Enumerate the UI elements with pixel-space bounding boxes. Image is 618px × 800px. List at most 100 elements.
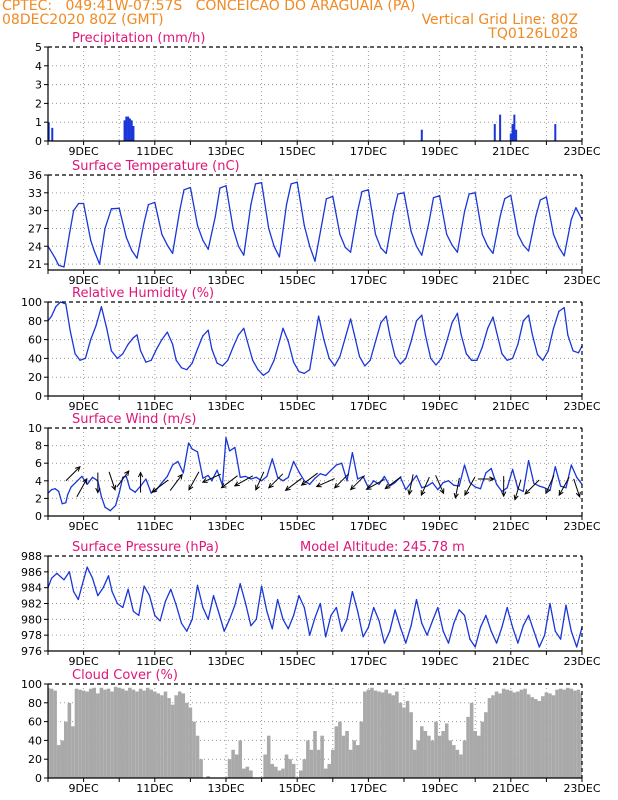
data-point [298,594,300,597]
cloud-bar [519,689,524,778]
cloud-bar [274,766,278,778]
data-point [442,630,444,632]
y-tick-label: 33 [28,187,42,200]
cloud-bar [281,768,285,778]
data-point [138,614,140,616]
data-point [239,583,241,585]
data-point [86,566,88,568]
data-point [243,254,245,256]
x-tick-label: 9DEC [69,520,99,533]
chart-panel-1: 0 1 2 3 4 5 9DEC 11DEC 13DEC 15DEC 17DEC 19DEC 21DEC… [35,31,601,158]
wind-arrow [349,475,366,491]
data-point [188,442,190,444]
cloud-bar [391,695,396,778]
data-point [202,335,204,337]
cloud-bar [270,763,275,778]
wind-arrow-head [111,484,117,491]
x-tick-label: 9DEC [69,782,99,795]
data-point [182,472,184,474]
data-point [191,448,193,450]
data-point [380,247,382,249]
cloud-bar [448,740,453,778]
wind-arrow [65,465,81,482]
data-point [350,251,352,253]
cloud-bar [576,689,581,778]
y-tick-label: 2 [35,97,42,110]
y-tick-label: 986 [21,566,42,579]
data-point [202,239,204,241]
cloud-bar [459,754,463,778]
cloud-bar [96,693,100,778]
y-tick-label: 0 [35,772,42,785]
cloud-bar [548,693,552,778]
data-point [93,250,95,252]
y-tick-label: 982 [21,598,42,611]
data-point [415,320,418,322]
data-point [273,359,275,361]
data-point [405,357,407,359]
wind-arrow-head [255,484,260,491]
data-point [100,496,102,498]
cloud-bar [135,691,139,778]
data-point [293,460,295,463]
cloud-bar [306,740,310,778]
wind-arrow-head [268,482,274,489]
data-point [228,450,231,452]
wind-arrow-head [284,485,291,492]
data-point [285,204,288,206]
cloud-bar [277,770,282,778]
data-point [351,591,353,593]
data-point [468,193,470,195]
data-point [268,370,270,373]
data-point [73,210,75,212]
data-point [116,602,119,605]
data-point [364,365,366,367]
data-point [495,331,498,333]
data-point [290,183,292,185]
cloud-bar [85,691,89,778]
data-point [211,348,213,350]
cloud-bar [338,721,342,778]
wind-arrow [333,473,350,489]
data-point [150,359,152,361]
data-point [65,502,67,504]
data-point [471,359,473,361]
data-point [332,195,334,197]
chart-panel-6: 0 20 40 60 80 100 9DEC 11DEC 13DEC 15DEC 17DEC 19DE… [21,668,601,795]
data-point [296,181,298,183]
cloud-bar [266,735,271,778]
data-point [560,638,562,640]
cloud-bar [462,740,467,778]
cloud-bar [156,693,161,778]
wind-arrow-shaft [420,476,430,496]
data-point [528,459,530,462]
wind-arrow-head [365,484,372,490]
data-point [232,227,234,230]
data-point [549,602,551,605]
data-point [196,224,199,227]
cloud-bar [512,692,517,778]
data-point [90,339,92,341]
data-point [109,510,111,512]
data-point [100,306,102,308]
x-tick-label: 19DEC [421,655,458,668]
cloud-bar [49,688,54,778]
data-point [145,478,147,480]
cloud-bar [110,691,114,778]
data-point [528,314,530,316]
data-point [172,464,174,466]
data-point [469,638,471,640]
wind-arrow-head [439,488,445,495]
data-point [107,575,110,577]
cloud-bar [149,689,154,778]
y-tick-label: 1 [35,116,42,129]
data-point [125,236,127,238]
y-tick-label: 978 [21,629,42,642]
data-point [252,359,254,361]
wind-arrow [188,471,200,491]
data-point [164,600,167,602]
wind-arrow [501,476,507,498]
cloud-bar [533,699,538,778]
y-tick-label: 100 [21,678,42,691]
